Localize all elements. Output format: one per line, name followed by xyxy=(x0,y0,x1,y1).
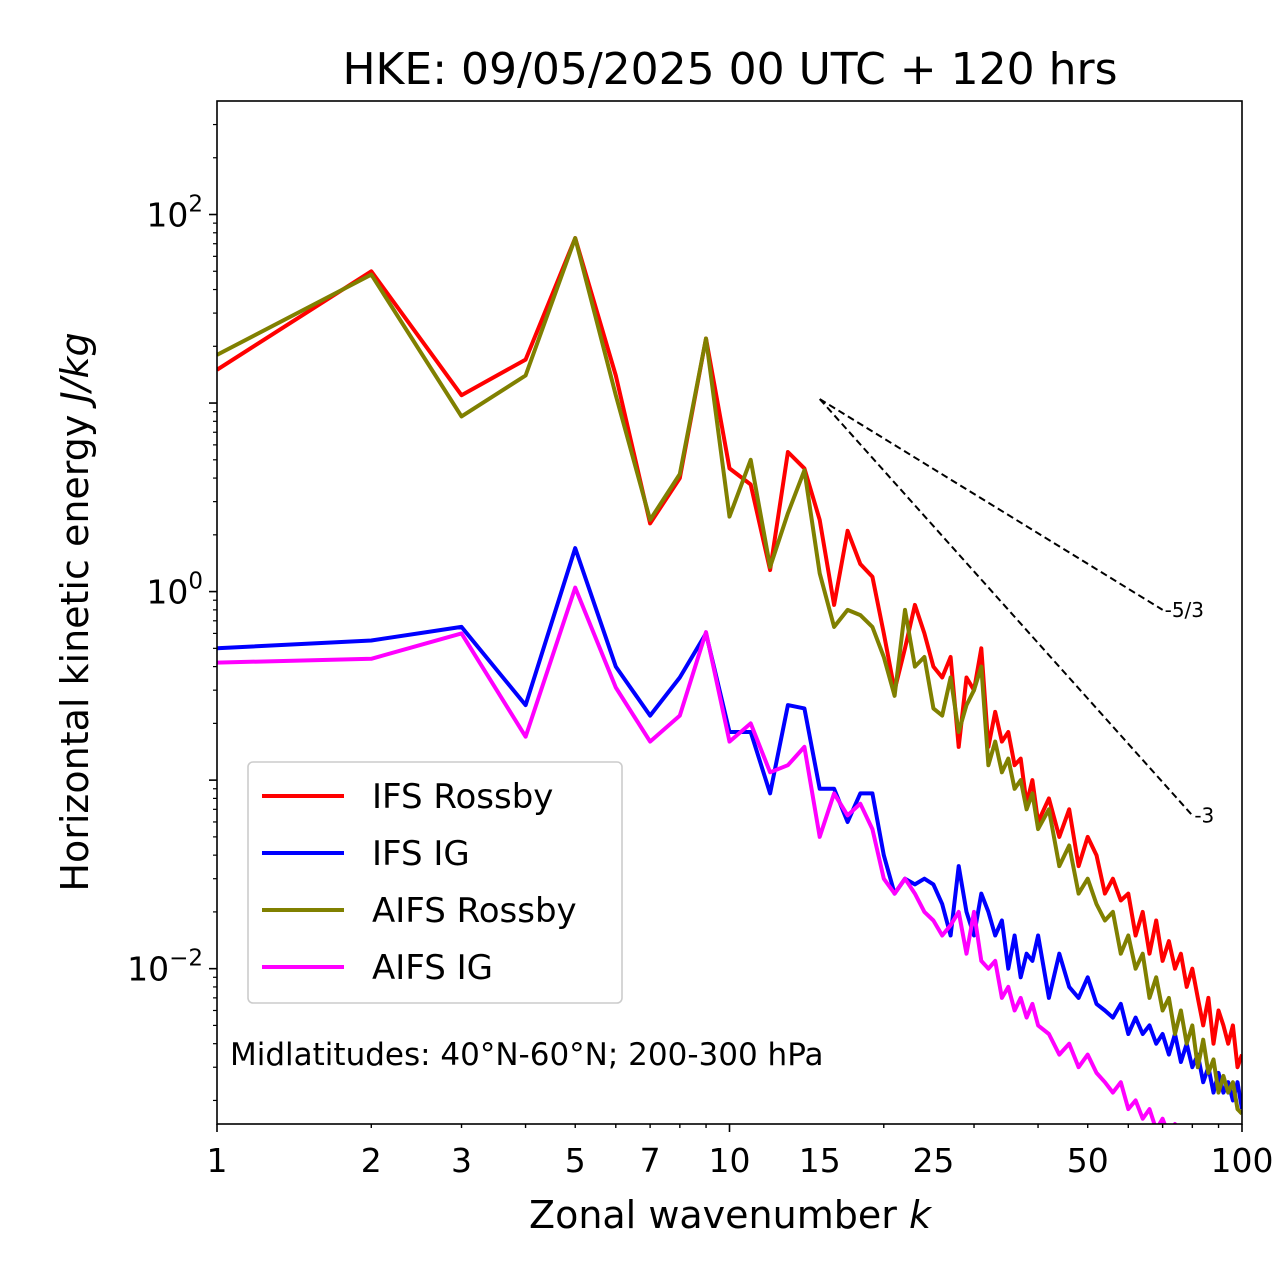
reference-slope-line xyxy=(819,398,1194,817)
x-tick-label: 1 xyxy=(207,1141,228,1180)
x-tick-label: 25 xyxy=(912,1141,954,1180)
chart-title: HKE: 09/05/2025 00 UTC + 120 hrs xyxy=(342,44,1117,95)
series-line xyxy=(217,585,1178,1124)
y-axis-label: Horizontal kinetic energy J/kg xyxy=(53,332,97,891)
x-tick-label: 10 xyxy=(709,1141,751,1180)
x-axis-label: Zonal wavenumber k xyxy=(529,1193,933,1237)
legend-label: AIFS IG xyxy=(372,948,493,988)
x-tick-label: 7 xyxy=(640,1141,661,1180)
x-tick-label: 50 xyxy=(1067,1141,1109,1180)
series-line xyxy=(217,236,1242,1070)
reference-slope-label: -3 xyxy=(1194,803,1214,827)
legend-label: AIFS Rossby xyxy=(372,891,577,931)
y-tick-label: 100 xyxy=(146,569,203,612)
series-line xyxy=(217,236,1242,1116)
y-tick-label: 102 xyxy=(146,192,203,235)
series-line xyxy=(217,546,1242,1110)
legend-box xyxy=(247,761,623,1004)
reference-slope-label: -5/3 xyxy=(1165,598,1204,622)
y-tick-label: 10−2 xyxy=(127,946,203,989)
legend-label: IFS IG xyxy=(372,834,470,874)
x-tick-label: 5 xyxy=(565,1141,586,1180)
reference-slope-line xyxy=(819,398,1164,611)
plot-frame xyxy=(216,100,1243,1125)
x-tick-label: 3 xyxy=(451,1141,472,1180)
legend-label: IFS Rossby xyxy=(372,777,553,817)
x-tick-label: 15 xyxy=(799,1141,841,1180)
x-tick-label: 100 xyxy=(1211,1141,1274,1180)
region-annotation: Midlatitudes: 40°N-60°N; 200-300 hPa xyxy=(230,1037,824,1073)
x-tick-label: 2 xyxy=(361,1141,382,1180)
